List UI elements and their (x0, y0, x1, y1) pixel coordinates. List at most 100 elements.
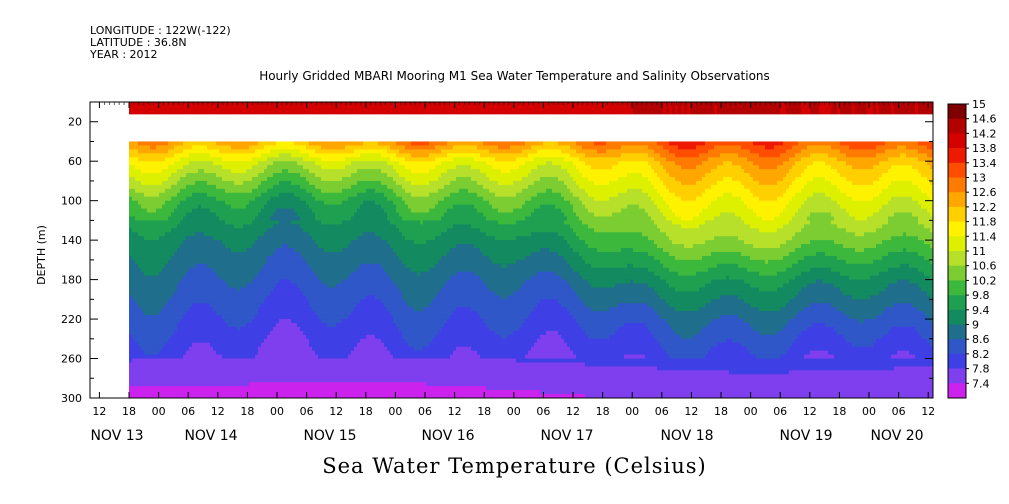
temperature-cell (339, 267, 343, 273)
temperature-cell (324, 220, 328, 225)
temperature-cell (192, 354, 196, 360)
temperature-cell (192, 149, 196, 154)
temperature-cell (225, 346, 229, 352)
temperature-cell (321, 342, 325, 348)
temperature-cell (156, 366, 160, 371)
temperature-cell (234, 212, 238, 217)
temperature-cell (222, 145, 226, 150)
temperature-cell (249, 382, 253, 387)
temperature-cell (129, 212, 133, 217)
temperature-cell (318, 141, 322, 146)
temperature-cell (345, 196, 349, 202)
temperature-cell (294, 212, 298, 217)
temperature-cell (240, 212, 244, 217)
temperature-cell (321, 259, 325, 265)
temperature-cell (333, 204, 337, 210)
temperature-cell (189, 390, 193, 395)
temperature-cell (282, 279, 286, 285)
temperature-cell (186, 263, 190, 269)
temperature-cell (189, 248, 193, 253)
temperature-cell (264, 204, 268, 210)
temperature-cell (192, 161, 196, 166)
temperature-cell (282, 362, 286, 367)
temperature-cell (348, 236, 352, 241)
temperature-cell (183, 350, 187, 356)
temperature-cell (207, 153, 211, 158)
temperature-cell (207, 236, 211, 241)
temperature-cell (324, 346, 328, 352)
temperature-cell (264, 342, 268, 348)
temperature-cell (165, 232, 169, 237)
temperature-cell (240, 271, 244, 277)
temperature-cell (132, 354, 136, 360)
temperature-cell (189, 216, 193, 221)
temperature-cell (234, 224, 238, 229)
temperature-cell (129, 374, 133, 379)
temperature-cell (252, 169, 256, 174)
temperature-cell (213, 307, 217, 312)
temperature-cell (345, 180, 349, 186)
temperature-cell (225, 157, 229, 162)
temperature-cell (270, 315, 274, 320)
temperature-cell (330, 350, 334, 356)
temperature-cell (282, 208, 286, 214)
temperature-cell (285, 212, 289, 217)
temperature-cell (327, 161, 331, 166)
temperature-cell (345, 303, 349, 308)
temperature-cell (237, 323, 241, 328)
temperature-cell (150, 240, 154, 245)
temperature-cell (150, 224, 154, 229)
temperature-cell (192, 319, 196, 324)
temperature-cell (198, 216, 202, 221)
temperature-cell (234, 109, 238, 115)
temperature-cell (189, 220, 193, 225)
temperature-cell (183, 216, 187, 221)
temperature-cell (159, 105, 163, 111)
temperature-cell (150, 386, 154, 391)
temperature-cell (294, 378, 298, 383)
temperature-cell (321, 362, 325, 367)
temperature-cell (246, 259, 250, 265)
temperature-cell (189, 149, 193, 154)
temperature-cell (135, 295, 139, 300)
temperature-cell (258, 240, 262, 245)
temperature-cell (174, 228, 178, 233)
temperature-cell (162, 236, 166, 241)
temperature-cell (207, 303, 211, 308)
temperature-cell (300, 374, 304, 379)
temperature-cell (231, 358, 235, 363)
temperature-cell (141, 283, 145, 288)
temperature-cell (147, 346, 151, 352)
temperature-cell (294, 216, 298, 221)
temperature-cell (279, 145, 283, 150)
temperature-cell (153, 208, 157, 214)
temperature-cell (204, 390, 208, 395)
temperature-cell (222, 370, 226, 375)
temperature-cell (156, 271, 160, 277)
temperature-cell (147, 370, 151, 375)
temperature-cell (294, 334, 298, 340)
temperature-cell (252, 192, 256, 198)
temperature-cell (306, 342, 310, 348)
temperature-cell (303, 386, 307, 391)
temperature-cell (141, 220, 145, 225)
temperature-cell (129, 366, 133, 371)
temperature-cell (282, 342, 286, 348)
temperature-cell (174, 358, 178, 363)
temperature-cell (141, 244, 145, 249)
temperature-cell (261, 374, 265, 379)
temperature-cell (321, 386, 325, 391)
temperature-cell (282, 291, 286, 296)
temperature-cell (252, 279, 256, 285)
temperature-cell (192, 366, 196, 371)
temperature-cell (258, 378, 262, 383)
temperature-cell (201, 157, 205, 162)
temperature-cell (180, 362, 184, 367)
temperature-cell (207, 196, 211, 202)
temperature-cell (171, 255, 175, 261)
temperature-cell (195, 283, 199, 288)
temperature-cell (273, 220, 277, 225)
temperature-cell (177, 184, 181, 190)
temperature-cell (282, 303, 286, 308)
temperature-cell (336, 145, 340, 150)
